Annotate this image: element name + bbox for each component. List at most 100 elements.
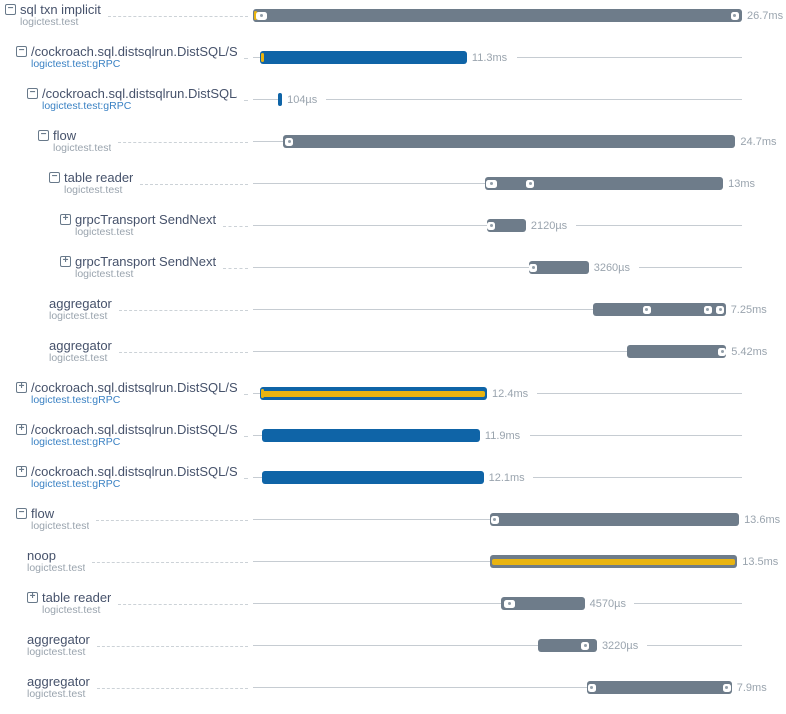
timeline-dash-line (118, 310, 248, 311)
span-service: logictest.test:gRPC (31, 436, 121, 448)
track-line-before (253, 99, 279, 100)
span-event-marker (285, 137, 294, 146)
collapse-icon[interactable]: − (27, 88, 38, 99)
span-service: logictest.test (49, 352, 108, 364)
span-name: /cockroach.sql.distsqlrun.DistSQL/S (42, 86, 237, 101)
expand-icon[interactable]: + (16, 382, 27, 393)
span-bar[interactable] (592, 303, 726, 316)
timeline-track: 13.6ms (253, 505, 780, 547)
track-line-before (253, 351, 627, 352)
span-label-block: − flow logictest.test (0, 127, 111, 154)
trace-span-row[interactable]: aggregator logictest.test 7.9ms (0, 673, 767, 714)
track-line-after (325, 99, 742, 100)
collapse-icon[interactable]: − (49, 172, 60, 183)
collapse-icon[interactable]: − (16, 46, 27, 57)
expand-icon[interactable]: + (27, 592, 38, 603)
span-bar[interactable] (500, 597, 585, 610)
span-name: /cockroach.sql.distsqlrun.DistSQL/Set (31, 422, 237, 437)
track-line-before (253, 519, 490, 520)
span-name: aggregator (49, 296, 112, 311)
trace-span-row[interactable]: aggregator logictest.test 7.25ms (0, 295, 767, 337)
span-bar[interactable] (587, 681, 732, 694)
timeline-track: 24.7ms (253, 127, 776, 169)
span-event-marker (526, 179, 535, 188)
span-name: table reader (42, 590, 112, 605)
span-bar[interactable] (489, 513, 740, 526)
span-event-marker (730, 11, 739, 20)
timeline-dash-line (96, 520, 248, 521)
span-bar[interactable] (487, 219, 526, 232)
span-label-block: + /cockroach.sql.distsqlrun.DistSQL/Set … (0, 379, 237, 406)
trace-span-row[interactable]: aggregator logictest.test 3220µs (0, 631, 742, 673)
timeline-dash-line (244, 100, 248, 101)
span-duration-label: 13ms (728, 178, 756, 190)
timeline-dash-line (118, 352, 248, 353)
trace-span-row[interactable]: − /cockroach.sql.distsqlrun.DistSQL/S lo… (0, 85, 742, 127)
expand-icon[interactable]: + (16, 466, 27, 477)
span-bar[interactable] (259, 51, 467, 64)
span-bar[interactable] (537, 639, 597, 652)
collapse-icon[interactable]: − (38, 130, 49, 141)
span-bar[interactable] (283, 135, 736, 148)
span-bar[interactable] (278, 93, 283, 106)
trace-span-row[interactable]: + /cockroach.sql.distsqlrun.DistSQL/Set … (0, 379, 742, 421)
track-line-after (516, 57, 742, 58)
timeline-track: 12.1ms (253, 463, 742, 505)
span-name: aggregator (49, 338, 112, 353)
span-bar[interactable] (485, 177, 724, 190)
collapse-icon[interactable]: − (5, 4, 16, 15)
track-line-before (253, 183, 486, 184)
trace-span-row[interactable]: − table reader logictest.test 13ms (0, 169, 755, 211)
yellow-stripe (491, 558, 736, 565)
expand-icon[interactable]: + (16, 424, 27, 435)
timeline-dash-line (244, 436, 248, 437)
trace-span-row[interactable]: − flow logictest.test 24.7ms (0, 127, 776, 169)
trace-span-row[interactable]: noop logictest.test 13.5ms (0, 547, 778, 589)
timeline-track: 3220µs (253, 631, 742, 673)
track-line-before (253, 561, 490, 562)
span-service: logictest.test (42, 604, 101, 616)
trace-span-row[interactable]: − flow logictest.test 13.6ms (0, 505, 780, 547)
trace-span-row[interactable]: + /cockroach.sql.distsqlrun.DistSQL/Set … (0, 463, 742, 505)
span-bar[interactable] (261, 471, 484, 484)
span-name: grpcTransport SendNext (75, 254, 217, 269)
span-service: logictest.test:gRPC (42, 100, 132, 112)
span-duration-label: 26.7ms (747, 10, 784, 22)
timeline-dash-line (118, 142, 248, 143)
span-event-marker (587, 683, 596, 692)
trace-span-row[interactable]: aggregator logictest.test 5.42ms (0, 337, 767, 379)
trace-span-row[interactable]: − sql txn implicit logictest.test 26.7ms (0, 1, 783, 43)
span-duration-label: 7.9ms (736, 682, 767, 694)
span-bar[interactable] (261, 429, 480, 442)
timeline-track: 3260µs (253, 253, 742, 295)
span-bar[interactable] (253, 9, 742, 22)
span-service: logictest.test:gRPC (31, 394, 121, 406)
expand-icon[interactable]: + (60, 214, 71, 225)
timeline-dash-line (244, 58, 248, 59)
span-bar[interactable] (489, 555, 738, 568)
expand-icon[interactable]: + (60, 256, 71, 267)
timeline-track: 13.5ms (253, 547, 778, 589)
span-bar[interactable] (259, 387, 488, 400)
track-line-after (646, 645, 742, 646)
timeline-track: 5.42ms (253, 337, 767, 379)
trace-span-row[interactable]: + grpcTransport SendNext logictest.test … (0, 253, 742, 295)
span-name: flow (31, 506, 55, 521)
collapse-icon[interactable]: − (16, 508, 27, 519)
span-service: logictest.test (20, 16, 79, 28)
span-bar[interactable] (626, 345, 727, 358)
span-name: table reader (64, 170, 134, 185)
span-service: logictest.test (75, 268, 134, 280)
trace-span-row[interactable]: − /cockroach.sql.distsqlrun.DistSQL/Set … (0, 43, 742, 85)
span-label-block: + grpcTransport SendNext logictest.test (0, 211, 216, 238)
span-event-marker (255, 11, 267, 20)
trace-span-row[interactable]: + table reader logictest.test 4570µs (0, 589, 742, 631)
trace-span-row[interactable]: + grpcTransport SendNext logictest.test … (0, 211, 742, 253)
span-service: logictest.test (27, 646, 86, 658)
trace-span-row[interactable]: + /cockroach.sql.distsqlrun.DistSQL/Set … (0, 421, 742, 463)
timeline-track: 11.9ms (253, 421, 742, 463)
span-name: sql txn implicit (20, 2, 101, 17)
span-bar[interactable] (529, 261, 589, 274)
track-line-before (253, 603, 501, 604)
span-duration-label: 3220µs (601, 640, 639, 652)
